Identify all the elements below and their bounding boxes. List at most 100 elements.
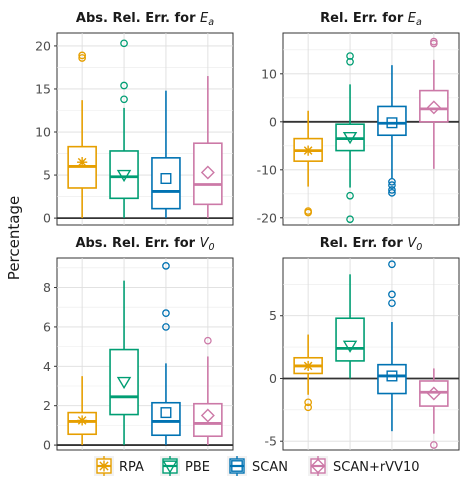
y-tick-label: -10: [257, 162, 277, 177]
outlier-point: [430, 441, 438, 449]
mean-marker: [200, 165, 215, 180]
legend-key-marker: [162, 460, 178, 474]
y-tick-label: 20: [35, 38, 51, 53]
mean-marker: [160, 407, 172, 419]
panel-title-symbol: E: [200, 11, 209, 26]
box-rpa: [293, 334, 323, 412]
box-rpa: [67, 376, 97, 446]
legend-item-scan: SCAN: [227, 456, 288, 476]
y-tick-label: 2: [43, 398, 51, 413]
box-pbe: [335, 274, 365, 379]
box-pbe: [109, 39, 139, 219]
outlier-point: [204, 336, 212, 345]
panel-title: Rel. Err. for V0: [320, 236, 423, 253]
legend-key-marker: [98, 460, 110, 472]
legend-item-rpa: RPA: [94, 456, 144, 476]
outlier-point: [346, 191, 354, 200]
mean-marker: [342, 340, 358, 353]
mean-marker: [200, 408, 215, 423]
y-tick-label: 5: [269, 308, 277, 323]
panel-title-symbol: E: [408, 11, 417, 26]
box-rpa: [293, 110, 323, 217]
y-tick-label: 0: [43, 438, 51, 453]
outlier-point: [388, 260, 396, 269]
mean-marker: [116, 376, 132, 390]
panel-title: Abs. Rel. Err. for V0: [75, 236, 214, 253]
y-tick-label: 10: [261, 66, 277, 81]
y-tick-label: 8: [43, 280, 51, 295]
panel-title-subscript: 0: [416, 242, 422, 253]
outlier-point: [346, 215, 354, 224]
outlier-point: [162, 309, 170, 317]
box-pbe: [109, 280, 139, 446]
outlier-point: [388, 186, 396, 194]
y-tick-label: 0: [269, 114, 277, 129]
box-scan: [151, 262, 181, 446]
outlier-point: [162, 323, 170, 331]
outlier-point: [304, 403, 312, 412]
box-scan-rvv10: [193, 76, 223, 219]
box-iqr: [335, 317, 365, 362]
outlier-point: [120, 81, 128, 90]
legend-label: RPA: [119, 460, 144, 475]
outlier-point: [120, 95, 128, 104]
outlier-point: [388, 290, 396, 299]
mean-marker: [303, 360, 314, 372]
outlier-point: [388, 177, 396, 186]
box-iqr: [109, 150, 139, 200]
y-tick-label: 0: [269, 371, 277, 386]
y-tick-label: 15: [35, 81, 51, 96]
box-iqr: [377, 105, 407, 137]
panel-title-subscript: a: [416, 17, 422, 28]
box-scan-rvv10: [419, 368, 449, 449]
box-scan: [377, 260, 407, 432]
outlier-point: [78, 54, 86, 62]
outlier-point: [346, 52, 354, 60]
box-scan: [377, 65, 407, 197]
outlier-point: [120, 39, 128, 48]
panel-title: Abs. Rel. Err. for Ea: [76, 11, 214, 28]
outlier-point: [304, 208, 312, 217]
legend-label: PBE: [185, 460, 210, 475]
box-scan-rvv10: [419, 37, 449, 169]
panel-title-symbol: V: [200, 236, 210, 251]
y-axis-label: Percentage: [5, 196, 23, 280]
box-iqr: [109, 348, 139, 416]
y-tick-label: 4: [43, 359, 51, 374]
legend-item-pbe: PBE: [160, 456, 210, 476]
legend: RPA PBE SCAN SCAN+rVV10: [94, 456, 420, 476]
outlier-point: [162, 262, 170, 270]
box-iqr: [419, 89, 449, 123]
panel-title-subscript: 0: [209, 242, 215, 253]
mean-marker: [342, 131, 358, 145]
panel-1: Abs. Rel. Err. for Ea 0 5 10 15 20: [35, 11, 234, 226]
y-tick-label: -20: [257, 210, 277, 225]
panel-title-prefix: Abs. Rel. Err. for: [75, 236, 199, 251]
panel-frame: [282, 32, 460, 226]
mean-marker: [426, 100, 441, 115]
legend-key-marker: [231, 460, 243, 472]
panel-title-subscript: a: [208, 17, 214, 28]
mean-marker: [116, 169, 132, 183]
panel-frame: [282, 257, 460, 451]
outlier-point: [388, 299, 396, 308]
outlier-point: [430, 37, 438, 46]
box-iqr: [193, 142, 223, 206]
panel-title-prefix: Rel. Err. for: [320, 11, 408, 26]
y-tick-label: 10: [35, 125, 51, 140]
outlier-point: [78, 51, 86, 60]
outlier-point: [304, 398, 312, 407]
mean-marker: [77, 415, 88, 426]
panel-4: Rel. Err. for V0-505: [265, 236, 460, 451]
box-iqr: [377, 363, 407, 395]
panel-2: Rel. Err. for Ea -20 -10 0 10: [257, 11, 460, 226]
mean-marker: [426, 386, 441, 401]
box-scan-rvv10: [193, 336, 223, 446]
mean-marker: [77, 157, 88, 168]
box-rpa: [67, 51, 97, 219]
legend-key-marker: [310, 458, 326, 474]
mean-marker: [160, 173, 172, 185]
panel-title-prefix: Abs. Rel. Err. for: [76, 11, 200, 26]
